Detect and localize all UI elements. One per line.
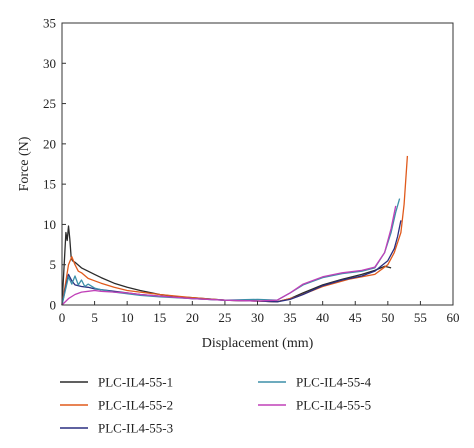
series-line-4 [61, 198, 401, 306]
y-tick-label: 20 [43, 136, 56, 151]
x-axis: 0 5 10 15 20 25 30 35 40 45 50 55 60 [59, 301, 460, 325]
y-tick-label: 5 [50, 257, 57, 272]
legend-item-5: PLC-IL4-55-5 [258, 398, 371, 413]
legend-item-3: PLC-IL4-55-3 [60, 421, 173, 436]
series-line-5 [61, 205, 397, 306]
x-tick-label: 55 [414, 310, 427, 325]
legend-label: PLC-IL4-55-1 [98, 375, 173, 390]
y-tick-label: 25 [43, 96, 56, 111]
series-line-2 [61, 155, 409, 306]
y-tick-label: 30 [43, 56, 56, 71]
y-tick-label: 10 [43, 217, 56, 232]
series-line-1 [61, 225, 392, 306]
x-tick-label: 20 [186, 310, 199, 325]
x-tick-label: 45 [349, 310, 362, 325]
x-tick-label: 40 [316, 310, 329, 325]
x-tick-label: 10 [121, 310, 134, 325]
x-axis-label: Displacement (mm) [202, 336, 314, 351]
legend-label: PLC-IL4-55-5 [296, 398, 371, 413]
legend-item-4: PLC-IL4-55-4 [258, 375, 372, 390]
legend: PLC-IL4-55-1 PLC-IL4-55-2 PLC-IL4-55-3 PLC-… [60, 375, 372, 436]
y-tick-label: 35 [43, 16, 56, 31]
x-tick-label: 50 [381, 310, 394, 325]
legend-item-1: PLC-IL4-55-1 [60, 375, 173, 390]
y-axis-label: Force (N) [17, 136, 32, 191]
legend-label: PLC-IL4-55-2 [98, 398, 173, 413]
y-axis: 0 5 10 15 20 25 30 35 [43, 16, 66, 313]
x-tick-label: 25 [218, 310, 231, 325]
plot-frame [61, 22, 454, 306]
x-tick-label: 60 [447, 310, 460, 325]
x-tick-label: 30 [251, 310, 264, 325]
x-tick-label: 5 [91, 310, 98, 325]
x-tick-label: 15 [153, 310, 166, 325]
y-tick-label: 0 [50, 298, 57, 313]
legend-label: PLC-IL4-55-4 [296, 375, 372, 390]
legend-item-2: PLC-IL4-55-2 [60, 398, 173, 413]
legend-label: PLC-IL4-55-3 [98, 421, 173, 436]
x-tick-label: 0 [59, 310, 66, 325]
y-tick-label: 15 [43, 177, 56, 192]
series-layer [61, 155, 409, 306]
x-tick-label: 35 [284, 310, 297, 325]
